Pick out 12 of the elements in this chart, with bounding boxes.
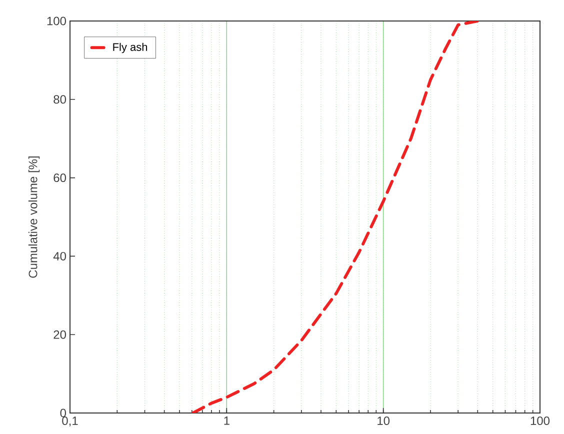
y-axis-title: Cumulative volume [%] [28, 156, 40, 278]
y-tick-label: 40 [53, 252, 66, 260]
x-tick-label: 1 [224, 416, 230, 425]
y-tick-label: 80 [54, 95, 66, 104]
y-tick-label: 100 [47, 16, 66, 26]
legend-label: Fly ash [113, 42, 148, 54]
x-tick-label: 100 [530, 416, 550, 426]
y-tick-label: 0 [60, 408, 66, 418]
x-tick-label: 0,1 [62, 416, 78, 426]
y-tick-label: 20 [54, 330, 66, 339]
y-tick-label: 60 [54, 174, 66, 182]
x-tick-label: 10 [378, 416, 390, 426]
